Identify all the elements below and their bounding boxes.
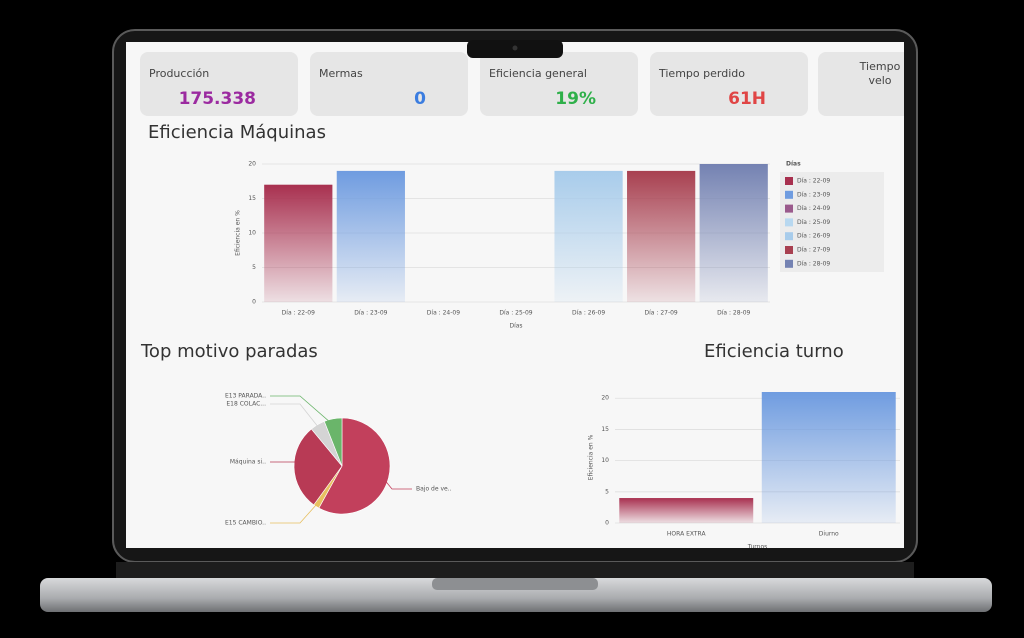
bar	[619, 498, 754, 523]
y-tick-label: 5	[605, 488, 609, 495]
leader-line	[381, 475, 412, 490]
base-notch	[432, 578, 598, 590]
legend-label: Día : 26-09	[797, 233, 830, 240]
kpi-value: 0	[414, 89, 426, 109]
bar	[264, 184, 333, 302]
x-tick-label: Día : 23-09	[354, 310, 387, 317]
legend-swatch	[785, 218, 793, 227]
kpi-value: 19%	[555, 89, 596, 109]
chart-title: Top motivo paradas	[140, 341, 318, 362]
pie-slice	[323, 417, 343, 467]
legend-swatch	[785, 246, 793, 254]
leader-line	[270, 500, 321, 524]
bar	[554, 170, 623, 302]
dashboard: Producción 175.338 Mermas 0 Eficiencia gener…	[140, 52, 904, 551]
y-tick-label: 0	[605, 520, 609, 527]
y-tick-label: 20	[248, 161, 256, 168]
slice-label: Máquina si..	[230, 459, 266, 466]
legend-swatch	[785, 259, 793, 268]
legend-label: Día : 27-09	[797, 247, 830, 254]
slice-label: Bajo de ve..	[416, 486, 452, 493]
kpi-label: Tiempo perdido	[658, 67, 745, 80]
leader-line	[270, 403, 322, 432]
x-tick-label: Día : 26-09	[572, 310, 605, 317]
kpi-card	[480, 52, 638, 116]
kpi-value: 175.338	[179, 89, 256, 109]
kpi-card	[650, 52, 808, 116]
pie-slice	[318, 417, 391, 515]
legend-label: Día : 22-09	[797, 178, 830, 185]
legend-title: Días	[786, 161, 801, 168]
legend-label: Día : 25-09	[797, 219, 830, 226]
legend-label: Día : 28-09	[797, 260, 830, 267]
legend-swatch	[785, 232, 793, 241]
y-axis-label: Eficiencia en %	[588, 434, 595, 480]
slice-label: E13 PARADA..	[225, 393, 266, 400]
chart-title: Eficiencia turno	[704, 341, 844, 362]
kpi-card	[140, 52, 298, 116]
pie-slice	[293, 428, 343, 506]
bar	[336, 170, 405, 302]
y-axis-label: Eficiencia en %	[235, 210, 242, 256]
x-tick-label: Día : 28-09	[717, 310, 750, 317]
legend-swatch	[785, 204, 793, 213]
x-tick-label: Día : 24-09	[427, 310, 460, 317]
kpi-value: 61H	[728, 89, 766, 109]
y-tick-label: 15	[248, 195, 256, 202]
y-tick-label: 10	[248, 230, 256, 237]
bar	[627, 170, 696, 302]
y-tick-label: 5	[252, 264, 256, 271]
kpi-label: Mermas	[319, 67, 363, 80]
chart-title: Eficiencia Máquinas	[148, 122, 326, 143]
y-tick-label: 15	[601, 426, 609, 433]
camera	[512, 45, 518, 51]
x-tick-label: HORA EXTRA	[667, 531, 707, 538]
kpi-card	[818, 52, 904, 116]
y-tick-label: 0	[252, 299, 256, 306]
leader-line	[270, 395, 335, 427]
legend-label: Día : 24-09	[797, 205, 830, 212]
slice-label: E18 COLAC...	[226, 401, 266, 408]
legend-swatch	[785, 177, 793, 185]
legend-swatch	[785, 190, 793, 199]
y-tick-label: 20	[601, 395, 609, 402]
x-tick-label: Día : 22-09	[282, 310, 315, 317]
x-tick-label: Diurno	[819, 531, 839, 538]
x-axis-label: Días	[509, 323, 522, 330]
kpi-label: velo	[868, 74, 891, 87]
hinge	[116, 562, 914, 578]
legend-label: Día : 23-09	[797, 191, 830, 198]
x-tick-label: Día : 25-09	[499, 310, 532, 317]
bar	[699, 164, 768, 302]
y-tick-label: 10	[601, 457, 609, 464]
kpi-card	[310, 52, 468, 116]
legend-box	[780, 172, 884, 272]
kpi-label: Producción	[149, 67, 209, 80]
x-axis-label: Turnos	[747, 544, 768, 551]
x-tick-label: Día : 27-09	[645, 310, 678, 317]
bar	[761, 392, 896, 523]
kpi-label: Tiempo	[859, 60, 901, 73]
slice-label: E15 CAMBIO..	[225, 520, 266, 527]
kpi-label: Eficiencia general	[489, 67, 587, 80]
leader-line	[270, 461, 302, 468]
laptop-base	[40, 578, 992, 612]
